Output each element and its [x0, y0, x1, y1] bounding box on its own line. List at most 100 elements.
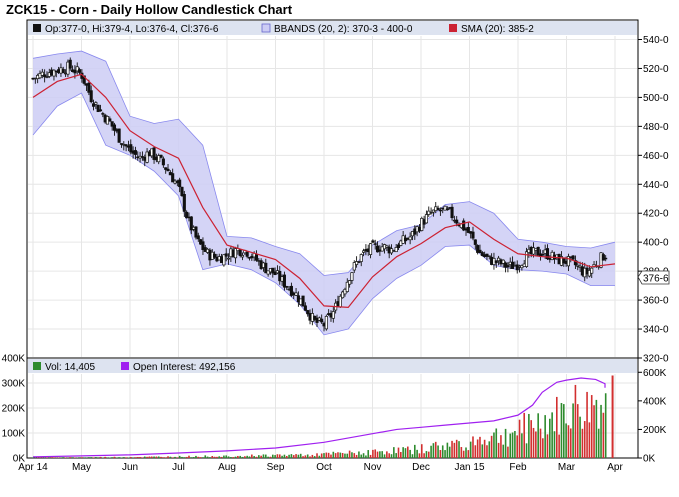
volume-bar — [327, 452, 330, 458]
volume-bar — [455, 439, 458, 458]
volume-bar — [281, 455, 283, 458]
volume-bar — [323, 453, 325, 458]
volume-bar — [148, 456, 151, 458]
candle-body — [362, 250, 366, 253]
volume-bar — [367, 450, 370, 458]
price-tick-label: 540-0 — [643, 35, 669, 46]
candle-body — [480, 252, 484, 256]
volume-bar — [225, 455, 228, 458]
volume-bar — [188, 455, 190, 458]
x-tick-label: Apr — [607, 462, 623, 473]
x-tick-label: Oct — [316, 462, 332, 473]
volume-bar — [125, 457, 127, 458]
volume-bar — [230, 457, 232, 458]
volume-bar — [444, 450, 446, 458]
volume-bar — [248, 456, 251, 458]
x-tick-label: Jan 15 — [454, 462, 484, 473]
volume-bar — [309, 456, 311, 458]
bbands-legend-text: BBANDS (20, 2): 370-3 - 400-0 — [274, 24, 413, 35]
candle-body — [264, 262, 268, 274]
candle-body — [324, 316, 328, 330]
candle-body — [196, 235, 200, 240]
candle-body — [273, 271, 277, 275]
volume-bar — [462, 450, 465, 458]
sma-legend-swatch — [449, 24, 457, 32]
candle-body — [355, 261, 359, 265]
candle-body — [429, 211, 433, 214]
candle-body — [213, 253, 217, 258]
volume-bar — [434, 441, 437, 458]
volume-bar — [565, 423, 567, 458]
candle-body — [117, 128, 121, 143]
bbands-legend-swatch — [261, 23, 271, 33]
volume-bar — [237, 455, 239, 458]
volume-bar — [474, 445, 477, 458]
x-tick-label: Sep — [267, 462, 285, 473]
candle-body — [61, 69, 65, 74]
volume-bar — [92, 457, 95, 458]
volume-bar — [302, 456, 304, 458]
candle-body — [152, 147, 156, 160]
volume-bar — [171, 457, 174, 458]
price-y-axis: 540-0 520-0 500-0 480-0 460-0 440-0 420-0 400-0… — [638, 35, 669, 365]
candle-body — [43, 74, 47, 78]
volume-bar — [311, 454, 314, 458]
volume-bar — [209, 457, 211, 458]
candle-body — [110, 121, 114, 127]
volume-bar — [351, 452, 353, 458]
volume-bar — [62, 457, 65, 458]
open-interest-y-axis-right: 600K 400K 200K 0K — [638, 368, 667, 465]
volume-bar — [53, 457, 55, 458]
candle-body — [536, 246, 540, 256]
volume-bar — [511, 432, 514, 458]
volume-bar — [576, 404, 579, 458]
volume-bar — [441, 445, 444, 458]
candle-body — [371, 240, 375, 243]
volume-bar — [304, 455, 307, 458]
volume-bar — [32, 457, 34, 458]
chart-title: ZCK15 - Corn - Daily Hollow Candlestick … — [6, 2, 293, 17]
candle-body — [385, 245, 389, 248]
volume-bar — [318, 455, 321, 458]
volume-bar — [185, 456, 188, 458]
volume-bar — [299, 453, 302, 458]
volume-bar — [413, 444, 416, 458]
candle-body — [89, 90, 93, 103]
volume-bar — [139, 456, 141, 458]
volume-bar — [390, 454, 393, 458]
volume-bar — [339, 452, 342, 458]
volume-bar — [297, 454, 300, 458]
candle-body — [108, 118, 112, 122]
volume-bar — [244, 456, 246, 458]
volume-bar — [313, 456, 316, 458]
candle-body — [494, 260, 498, 263]
volume-bar — [278, 454, 281, 458]
candle-body — [73, 69, 77, 74]
volume-bar — [95, 457, 97, 458]
open-interest-legend-swatch — [121, 362, 129, 370]
volume-bar — [597, 428, 600, 458]
x-tick-label: Nov — [364, 462, 382, 473]
candle-body — [294, 292, 298, 296]
bollinger-upper-line — [32, 50, 616, 276]
x-tick-label: Apr 14 — [18, 462, 48, 473]
candle-body — [271, 267, 275, 274]
candle-body — [455, 219, 459, 224]
volume-bar — [334, 453, 337, 458]
ohlc-legend-swatch — [33, 24, 41, 32]
volume-bar — [109, 457, 111, 458]
candle-body — [245, 252, 249, 257]
candle-body — [166, 168, 170, 172]
volume-bar — [495, 428, 498, 458]
volume-bar — [155, 456, 158, 458]
volume-bar — [595, 399, 598, 458]
volume-bar — [255, 456, 258, 458]
volume-bar — [122, 457, 125, 458]
price-tick-label: 480-0 — [643, 122, 669, 133]
candle-body — [396, 244, 401, 249]
volume-bar — [567, 425, 570, 458]
volume-bar — [588, 422, 591, 458]
volume-bar — [176, 457, 179, 458]
volume-bar — [553, 431, 556, 458]
